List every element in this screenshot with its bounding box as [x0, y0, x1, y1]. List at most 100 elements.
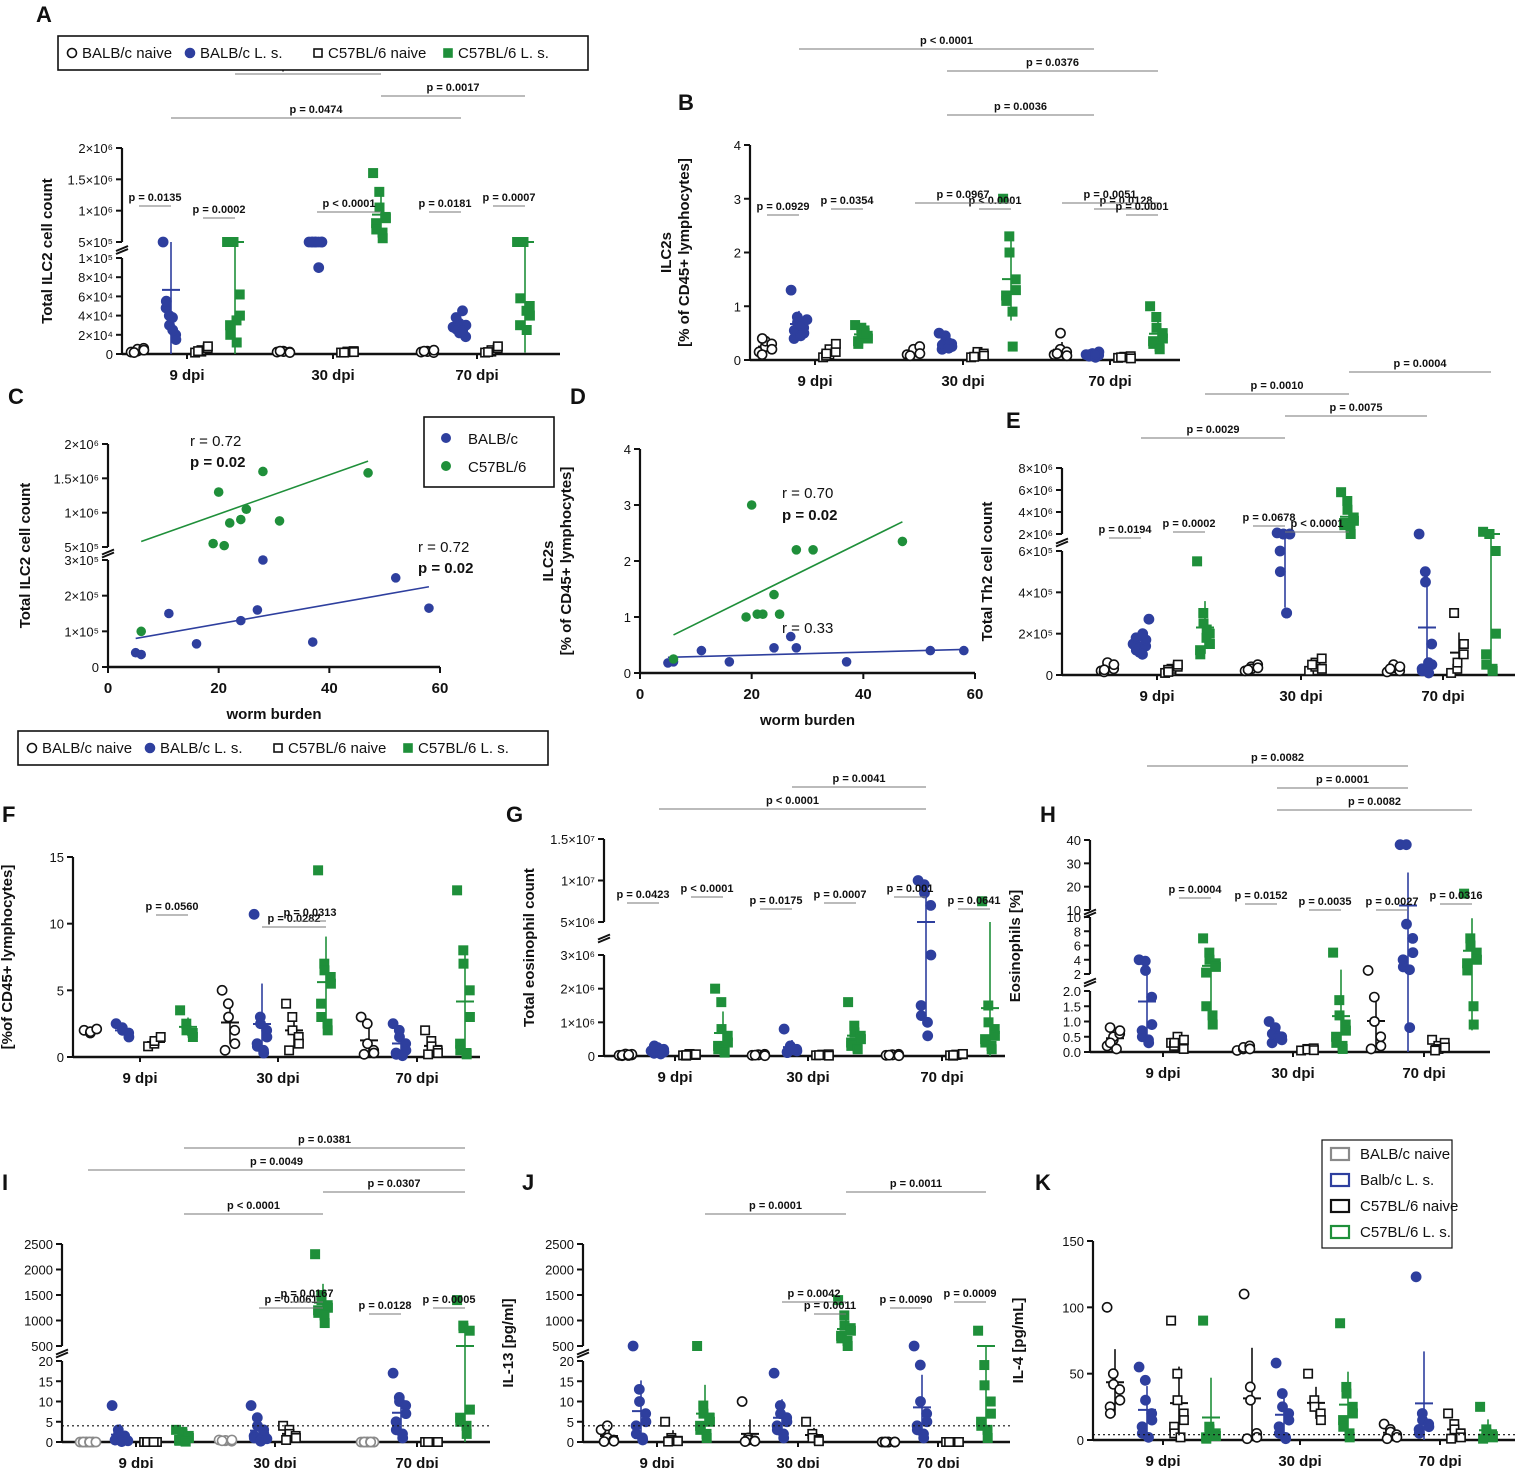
axis-break-mark — [1083, 977, 1097, 985]
data-point — [1475, 1401, 1486, 1412]
y-tick-label: 20 — [39, 1354, 53, 1369]
p-value-label: p = 0.0135 — [129, 192, 182, 204]
data-point — [1308, 1045, 1319, 1056]
legend: BALB/c naive BALB/c L. s. C57BL/6 naive C57… — [57, 35, 589, 71]
panel-label: I — [2, 1170, 8, 1195]
data-point — [1338, 1421, 1349, 1432]
data-point — [918, 1432, 930, 1444]
data-point — [1238, 1288, 1250, 1300]
data-point — [348, 347, 359, 358]
data-point — [722, 1037, 733, 1048]
data-point — [1344, 1432, 1355, 1443]
data-point — [148, 1437, 159, 1448]
data-point — [106, 1400, 118, 1411]
legend-marker — [66, 47, 78, 59]
y-tick-label: 40 — [1067, 833, 1081, 848]
data-point — [982, 1432, 993, 1443]
data-point — [1487, 1432, 1498, 1443]
legend-marker — [403, 743, 413, 753]
data-point — [1108, 659, 1120, 671]
p-value-label: p = 0.0313 — [284, 907, 337, 919]
p-value-label: p = 0.0049 — [250, 1156, 303, 1168]
data-point — [1369, 1016, 1380, 1027]
y-axis-label: Eosinophils [%] — [1007, 890, 1024, 1003]
data-point — [1172, 659, 1183, 670]
group-label: 70 dpi — [920, 1069, 963, 1086]
y-tick-label: 4×10⁵ — [1018, 585, 1053, 600]
data-point — [202, 341, 213, 352]
data-point — [241, 504, 252, 515]
data-point — [1413, 528, 1425, 540]
axis-break-mark — [55, 1348, 69, 1356]
data-point — [358, 1048, 370, 1060]
data-point — [855, 1034, 866, 1045]
p-value-label: p = 0.0167 — [281, 1288, 334, 1300]
y-tick-label: 8 — [1074, 924, 1081, 939]
y-tick-label: 0.0 — [1063, 1045, 1081, 1060]
data-point — [768, 1367, 780, 1379]
group-label: 70 dpi — [395, 1455, 438, 1468]
y-tick-label: 0 — [588, 1049, 595, 1064]
y-tick-label: 1000 — [545, 1314, 574, 1329]
panel-label: E — [1006, 408, 1021, 433]
data-point — [1178, 1415, 1189, 1426]
data-point — [1381, 1433, 1393, 1445]
data-point — [1407, 947, 1419, 959]
data-point — [1274, 566, 1286, 578]
data-point — [1309, 1401, 1320, 1412]
data-point — [1365, 1043, 1377, 1055]
data-point — [692, 1341, 703, 1352]
data-point — [1468, 1019, 1479, 1030]
data-point — [319, 1318, 330, 1329]
x-tick-label: 20 — [743, 686, 760, 703]
data-point — [1201, 1001, 1212, 1012]
data-point — [690, 1049, 701, 1060]
p-value-label: p = 0.0002 — [193, 204, 246, 216]
data-point — [710, 983, 721, 994]
y-tick-label: 4×10⁴ — [78, 309, 113, 324]
legend-ijk: BALB/c naive Balb/c L. s. C57BL/6 naive C57… — [1321, 1139, 1458, 1249]
data-point — [883, 1049, 895, 1061]
y-tick-label: 10 — [50, 917, 64, 932]
data-point — [1420, 576, 1431, 588]
data-point — [889, 1436, 901, 1448]
p-value-label: p = 0.0474 — [290, 104, 344, 116]
data-point — [1007, 341, 1018, 352]
data-point — [365, 1436, 377, 1448]
p-value-label: p = 0.0354 — [821, 195, 875, 207]
p-value-label: p = 0.0175 — [750, 895, 803, 907]
data-point — [258, 555, 268, 565]
y-tick-label: 2×10⁶ — [64, 437, 99, 452]
y-tick-label: 5 — [46, 1415, 53, 1430]
y-tick-label: 10 — [1067, 910, 1081, 925]
data-point — [1341, 1388, 1352, 1399]
panel-label: K — [1035, 1170, 1051, 1195]
y-axis-label: ILC2s — [658, 232, 675, 273]
p-value-label: p = 0.0128 — [359, 1300, 412, 1312]
data-point — [1283, 1414, 1295, 1426]
data-point — [1459, 888, 1470, 899]
data-point — [363, 468, 373, 478]
y-tick-label: 150 — [1062, 1234, 1084, 1249]
data-point — [316, 998, 327, 1009]
y-tick-label: 2500 — [545, 1237, 574, 1252]
data-point — [808, 545, 818, 555]
data-point — [1178, 1034, 1189, 1045]
data-point — [160, 295, 172, 307]
y-tick-label: 2000 — [24, 1263, 53, 1278]
data-point — [368, 168, 379, 179]
legend: BALB/c naive BALB/c L. s. C57BL/6 naive C57… — [17, 730, 549, 766]
y-tick-label: 500 — [31, 1339, 53, 1354]
data-point — [461, 1049, 472, 1060]
y-tick-label: 5 — [567, 1415, 574, 1430]
data-point — [1151, 322, 1162, 333]
data-point — [1137, 628, 1149, 640]
data-point — [164, 608, 174, 619]
data-point — [1172, 1395, 1183, 1406]
data-point — [208, 538, 218, 549]
data-point — [788, 1044, 799, 1056]
data-point — [1276, 1388, 1288, 1399]
data-point — [1163, 666, 1174, 677]
data-point — [1471, 954, 1482, 965]
